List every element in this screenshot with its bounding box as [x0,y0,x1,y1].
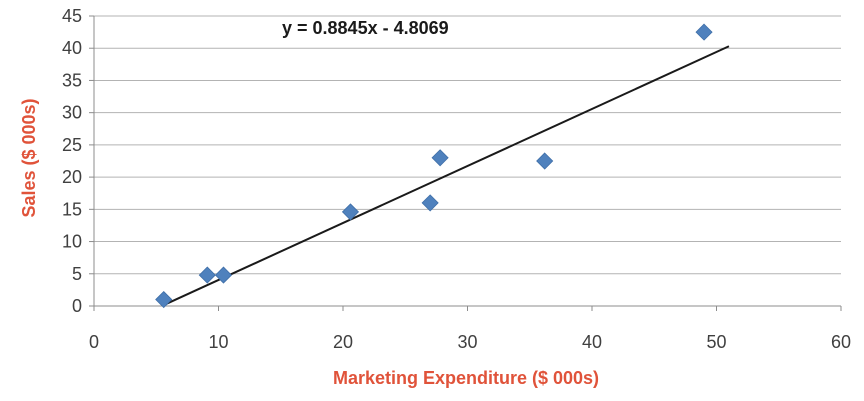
y-tick-label-30: 30 [62,103,82,123]
y-tick-label-45: 45 [62,6,82,26]
y-axis-title: Sales ($ 000s) [19,98,39,217]
y-tick-label-20: 20 [62,167,82,187]
data-point-2 [214,266,233,284]
y-tick-label-40: 40 [62,38,82,58]
x-tick-label-50: 50 [706,332,726,352]
data-point-1 [198,266,216,284]
y-tick-label-10: 10 [62,232,82,252]
axes [89,15,842,311]
tick-labels: 0 5 10 15 20 25 30 35 40 45 0 10 20 30 40 50 60 [62,6,851,352]
x-tick-label-20: 20 [333,332,353,352]
data-point-4 [421,194,439,212]
trendline-group [163,45,730,306]
x-tick-label-30: 30 [457,332,477,352]
x-axis-title: Marketing Expenditure ($ 000s) [333,368,599,388]
y-tick-label-15: 15 [62,199,82,219]
gridlines [94,15,841,275]
x-tick-label-10: 10 [208,332,228,352]
trendline [163,45,730,306]
y-tick-label-25: 25 [62,135,82,155]
x-tick-label-0: 0 [89,332,99,352]
y-tick-label-35: 35 [62,70,82,90]
x-tick-label-40: 40 [582,332,602,352]
data-points [155,23,713,309]
data-point-3 [341,203,360,221]
y-tick-label-0: 0 [72,296,82,316]
data-point-6 [536,152,554,170]
data-point-7 [695,23,713,41]
x-tick-label-60: 60 [831,332,851,352]
data-point-5 [431,149,449,167]
y-tick-label-5: 5 [72,264,82,284]
data-point-0 [155,290,173,309]
trendline-equation: y = 0.8845x - 4.8069 [282,18,449,38]
